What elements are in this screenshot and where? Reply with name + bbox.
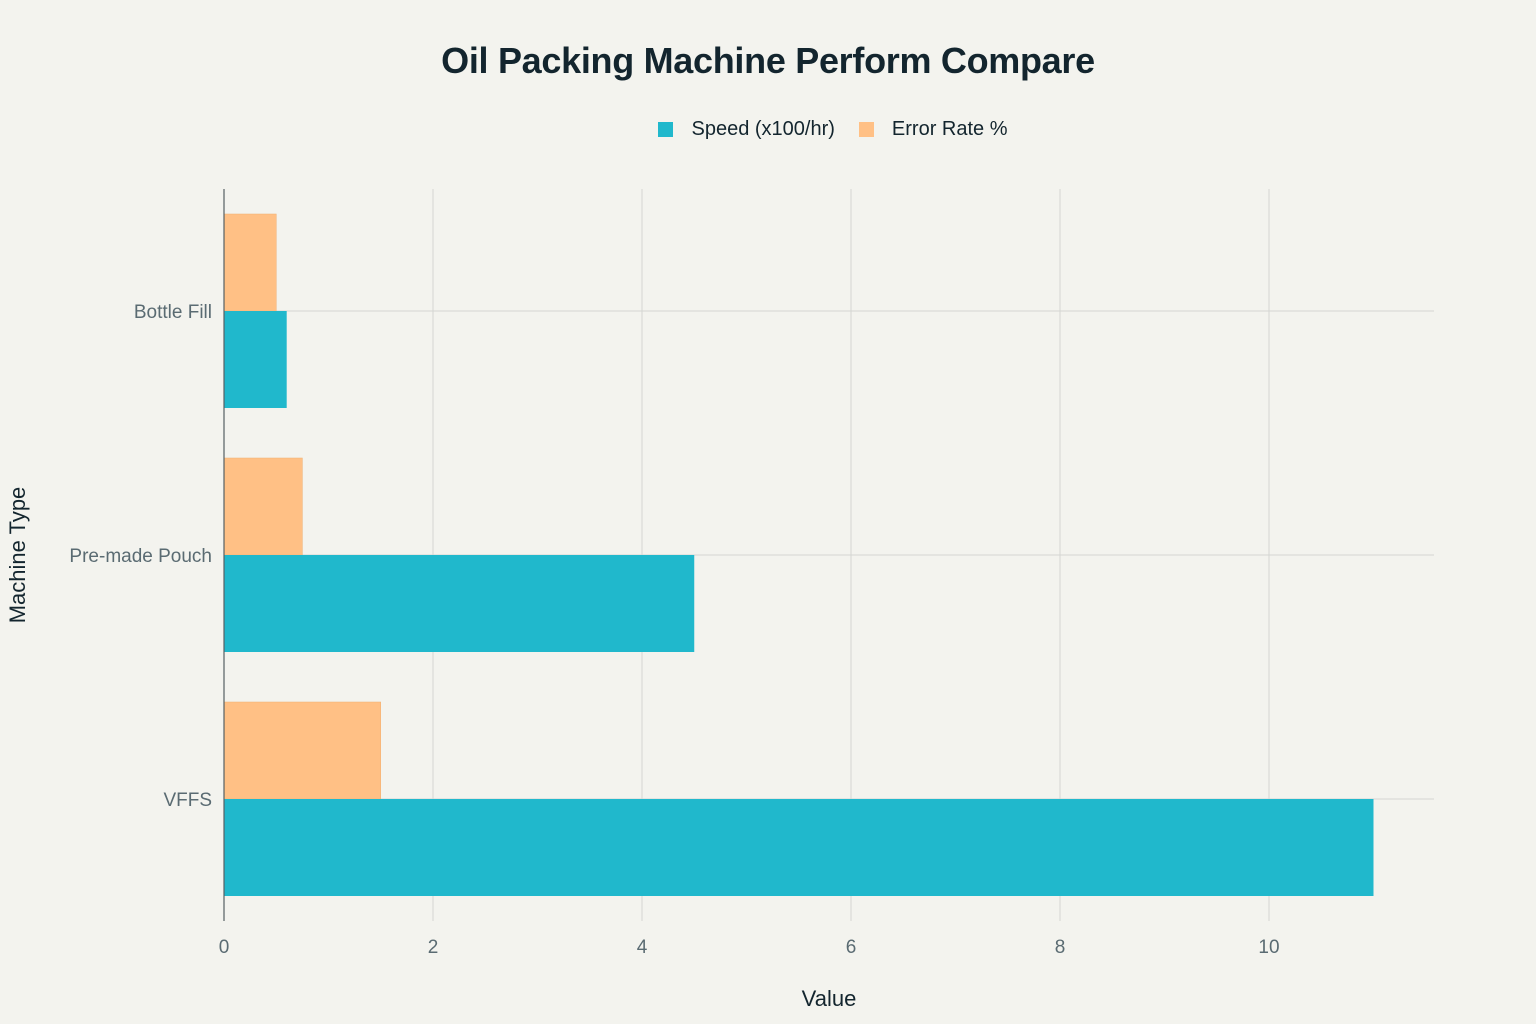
y-axis-title: Machine Type (5, 487, 30, 624)
y-tick-label: VFFS (163, 790, 212, 811)
x-tick-label: 6 (846, 937, 857, 958)
x-tick-label: 8 (1055, 937, 1066, 958)
x-axis-title: Value (802, 986, 857, 1011)
legend-swatch-speed (658, 122, 674, 137)
bars (223, 213, 1374, 896)
labels: 0 2 4 6 8 10 Bottle Fill Pre-made Pouch VFFS Valu… (5, 302, 1280, 1011)
legend-item-error-rate[interactable]: Error Rate % (858, 118, 1008, 141)
bar-error-rate[interactable] (223, 213, 277, 312)
bar-speed[interactable] (224, 799, 1374, 896)
x-tick-label: 2 (428, 937, 439, 958)
bar-error-rate[interactable] (223, 457, 303, 556)
chart-title: Oil Packing Machine Perform Compare (441, 40, 1095, 81)
legend-label-error-rate: Error Rate % (891, 118, 1008, 140)
y-tick-label: Bottle Fill (134, 302, 212, 323)
bar-error-rate[interactable] (223, 701, 381, 800)
legend: Speed (x100/hr) Error Rate % (0, 118, 1536, 141)
legend-label-speed: Speed (x100/hr) (691, 118, 835, 140)
legend-item-speed[interactable]: Speed (x100/hr) (658, 118, 835, 141)
legend-swatch-error-rate (858, 122, 874, 137)
x-tick-label: 10 (1258, 937, 1279, 958)
x-tick-label: 4 (637, 937, 648, 958)
bar-speed[interactable] (224, 311, 287, 408)
bar-speed[interactable] (224, 555, 695, 652)
y-tick-label: Pre-made Pouch (69, 546, 212, 567)
x-tick-label: 0 (219, 937, 230, 958)
